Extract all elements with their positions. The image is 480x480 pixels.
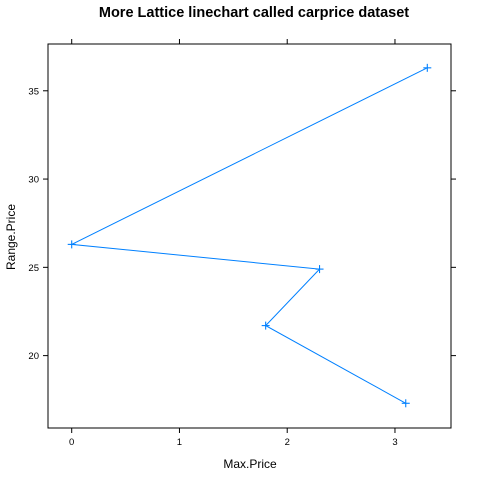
y-axis: 20 25 30 35 (28, 86, 456, 362)
y-tick-label-3: 35 (28, 86, 39, 97)
plot-frame (47, 43, 452, 429)
x-tick-label-1: 1 (177, 437, 182, 448)
data-point-0-4 (401, 399, 410, 408)
y-tick-label-1: 25 (28, 263, 39, 274)
x-axis-label: Max.Price (223, 457, 277, 471)
x-tick-label-0: 0 (69, 437, 74, 448)
data-point-0-2 (315, 265, 324, 274)
y-tick-label-2: 30 (28, 175, 39, 186)
x-tick-label-2: 2 (285, 437, 290, 448)
data-point-0-3 (261, 321, 270, 330)
y-axis-label: Range.Price (4, 204, 18, 270)
series-layer (67, 63, 432, 408)
x-tick-label-3: 3 (392, 437, 397, 448)
series-line-0 (69, 67, 428, 404)
data-point-0-1 (67, 240, 76, 249)
data-point-0-0 (423, 63, 432, 72)
chart-title: More Lattice linechart called carprice d… (99, 5, 409, 21)
x-axis: 0 1 2 3 (69, 39, 398, 448)
y-tick-label-0: 20 (28, 351, 39, 362)
